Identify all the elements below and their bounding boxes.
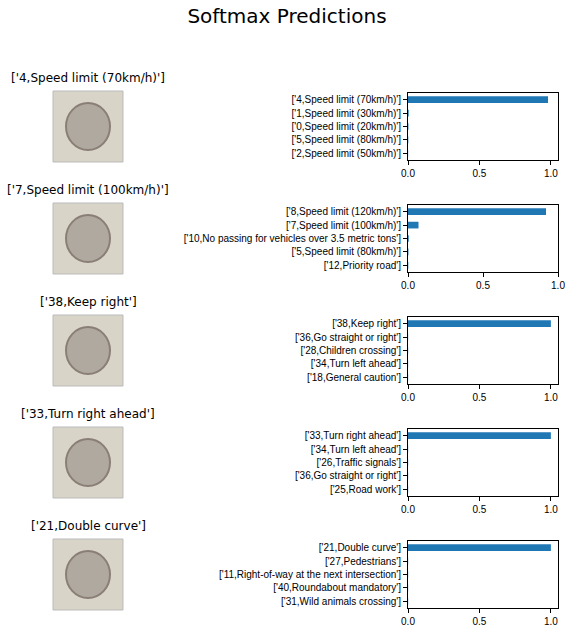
svg-text:0.0: 0.0 — [401, 168, 415, 179]
svg-text:['38,Keep right']: ['38,Keep right'] — [332, 318, 401, 329]
svg-text:0.5: 0.5 — [476, 280, 490, 291]
svg-text:['5,Speed limit (80km/h)']: ['5,Speed limit (80km/h)'] — [292, 246, 402, 257]
svg-text:['7,Speed limit (100km/h)']: ['7,Speed limit (100km/h)'] — [7, 183, 169, 197]
svg-text:['18,General caution']: ['18,General caution'] — [307, 372, 401, 383]
svg-text:['34,Turn left ahead']: ['34,Turn left ahead'] — [311, 358, 401, 369]
svg-text:0.5: 0.5 — [472, 504, 486, 515]
svg-text:0.5: 0.5 — [472, 168, 486, 179]
svg-text:['21,Double curve']: ['21,Double curve'] — [319, 542, 401, 553]
svg-text:['38,Keep right']: ['38,Keep right'] — [40, 295, 137, 309]
svg-text:['4,Speed limit (70km/h)']: ['4,Speed limit (70km/h)'] — [11, 71, 165, 85]
svg-text:1.0: 1.0 — [544, 504, 558, 515]
svg-text:Softmax Predictions: Softmax Predictions — [187, 4, 386, 28]
svg-text:1.0: 1.0 — [544, 168, 558, 179]
svg-text:['1,Speed limit (30km/h)']: ['1,Speed limit (30km/h)'] — [292, 108, 402, 119]
svg-text:1.0: 1.0 — [544, 616, 558, 627]
svg-text:['34,Turn left ahead']: ['34,Turn left ahead'] — [311, 444, 401, 455]
svg-text:['0,Speed limit (20km/h)']: ['0,Speed limit (20km/h)'] — [292, 121, 402, 132]
svg-text:0.0: 0.0 — [401, 280, 415, 291]
svg-text:['36,Go straight or right']: ['36,Go straight or right'] — [295, 332, 401, 343]
svg-text:['26,Traffic signals']: ['26,Traffic signals'] — [317, 457, 402, 468]
svg-text:['40,Roundabout mandatory']: ['40,Roundabout mandatory'] — [273, 582, 401, 593]
svg-text:0.5: 0.5 — [472, 392, 486, 403]
svg-text:['11,Right-of-way at the next: ['11,Right-of-way at the next intersecti… — [219, 569, 401, 580]
svg-text:0.0: 0.0 — [401, 392, 415, 403]
svg-text:['33,Turn right ahead']: ['33,Turn right ahead'] — [21, 407, 155, 421]
svg-text:['7,Speed limit (100km/h)']: ['7,Speed limit (100km/h)'] — [286, 220, 401, 231]
svg-text:['12,Priority road']: ['12,Priority road'] — [324, 260, 401, 271]
svg-text:['4,Speed limit (70km/h)']: ['4,Speed limit (70km/h)'] — [292, 94, 402, 105]
svg-text:1.0: 1.0 — [544, 392, 558, 403]
svg-text:['5,Speed limit (80km/h)']: ['5,Speed limit (80km/h)'] — [292, 134, 402, 145]
svg-text:['27,Pedestrians']: ['27,Pedestrians'] — [325, 556, 401, 567]
svg-text:['21,Double curve']: ['21,Double curve'] — [31, 519, 146, 533]
svg-text:['28,Children crossing']: ['28,Children crossing'] — [300, 345, 401, 356]
svg-text:0.0: 0.0 — [401, 616, 415, 627]
svg-text:['8,Speed limit (120km/h)']: ['8,Speed limit (120km/h)'] — [286, 206, 401, 217]
svg-text:['10,No passing for vehicles o: ['10,No passing for vehicles over 3.5 me… — [184, 233, 401, 244]
svg-text:['36,Go straight or right']: ['36,Go straight or right'] — [295, 470, 401, 481]
svg-text:['25,Road work']: ['25,Road work'] — [330, 484, 401, 495]
svg-text:['31,Wild animals crossing']: ['31,Wild animals crossing'] — [281, 596, 401, 607]
svg-text:['2,Speed limit (50km/h)']: ['2,Speed limit (50km/h)'] — [292, 148, 402, 159]
svg-text:['33,Turn right ahead']: ['33,Turn right ahead'] — [305, 430, 402, 441]
svg-text:0.5: 0.5 — [472, 616, 486, 627]
svg-text:0.0: 0.0 — [401, 504, 415, 515]
svg-text:1.0: 1.0 — [551, 280, 565, 291]
